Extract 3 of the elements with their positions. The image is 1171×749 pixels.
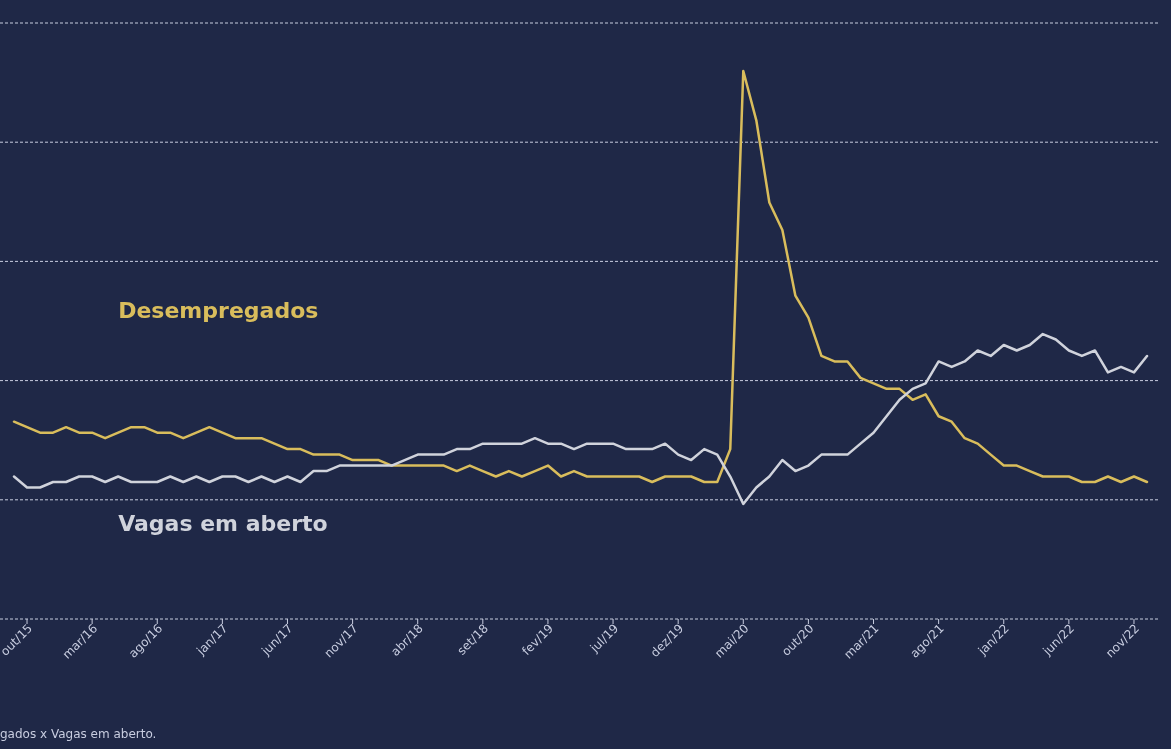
text: gados x Vagas em aberto. — [0, 727, 157, 741]
text: Desempregados — [118, 297, 319, 323]
series-label: Vagas em aberto — [118, 511, 328, 537]
